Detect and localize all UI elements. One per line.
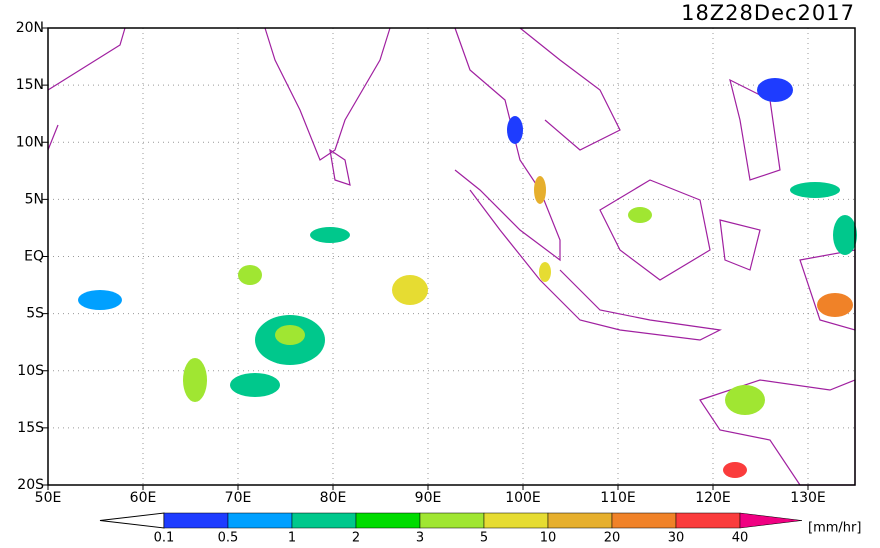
rain-cells [78, 78, 857, 478]
lat-label: 20S [17, 477, 44, 493]
coast-borneo [599, 179, 711, 281]
colorbar-unit: [mm/hr] [808, 521, 861, 536]
lat-label: 15S [17, 420, 44, 436]
lat-label: 10S [17, 363, 44, 379]
lat-label: 10N [16, 134, 44, 150]
colorbar-label: 2 [352, 531, 360, 545]
rain-cell [392, 275, 428, 305]
lat-label: 15N [16, 77, 44, 93]
colorbar-box [291, 512, 357, 529]
map-frame [47, 27, 856, 486]
lon-label: 120E [695, 490, 731, 506]
colorbar: 0.1 0.5 1 2 3 5 10 20 30 40 [mm/hr] [99, 512, 861, 546]
coast-malay [454, 27, 561, 262]
colorbar-label: 0.1 [154, 531, 175, 545]
colorbar-box [163, 512, 229, 529]
lon-label: 130E [790, 490, 826, 506]
colorbar-label: 40 [732, 531, 749, 545]
rain-cell [757, 78, 793, 102]
colorbar-box [611, 512, 677, 529]
coast-arabia [47, 27, 126, 91]
colorbar-label: 3 [416, 531, 424, 545]
rain-cell [539, 262, 551, 282]
rain-cell [534, 176, 546, 204]
lon-label: 90E [415, 490, 442, 506]
coast-sulawesi [719, 219, 761, 271]
rain-cell [833, 215, 857, 255]
rain-cell [723, 462, 747, 478]
rain-cell [507, 116, 523, 144]
lon-label: 60E [130, 490, 157, 506]
coast-srilanka [329, 148, 351, 186]
colorbar-label: 10 [540, 531, 557, 545]
grid [42, 27, 855, 490]
lon-label: 50E [35, 490, 62, 506]
lat-label: 5S [26, 306, 44, 322]
rain-cell [725, 385, 765, 415]
lat-label: EQ [24, 249, 44, 265]
lat-label: 5N [25, 191, 44, 207]
rain-cell [238, 265, 262, 285]
colorbar-label: 30 [668, 531, 685, 545]
colorbar-box [227, 512, 293, 529]
rain-cell [817, 293, 853, 317]
coast-africa [47, 124, 59, 151]
colorbar-high-arrow [739, 512, 803, 529]
lon-label: 110E [600, 490, 636, 506]
colorbar-box [675, 512, 741, 529]
colorbar-box [355, 512, 421, 529]
rain-cell [78, 290, 122, 310]
colorbar-label: 0.5 [218, 531, 239, 545]
colorbar-box [483, 512, 549, 529]
rain-cell [628, 207, 652, 223]
lon-label: 100E [505, 490, 541, 506]
rain-cell [310, 227, 350, 243]
lat-label: 20N [16, 20, 44, 36]
lon-label: 80E [320, 490, 347, 506]
colorbar-low-arrow [99, 512, 165, 529]
lon-label: 70E [225, 490, 252, 506]
coast-india [264, 27, 391, 161]
coastlines [47, 27, 856, 486]
timestamp: 18Z28Dec2017 [681, 1, 855, 25]
colorbar-box [419, 512, 485, 529]
rain-cell [230, 373, 280, 397]
rain-cell [790, 182, 840, 198]
colorbar-label: 20 [604, 531, 621, 545]
colorbar-box [547, 512, 613, 529]
coast-sumatra-java [469, 189, 722, 341]
rain-cell [275, 325, 305, 345]
colorbar-label: 5 [480, 531, 488, 545]
colorbar-label: 1 [288, 531, 296, 545]
coast-indochina [519, 27, 621, 151]
rain-cell [183, 358, 207, 402]
